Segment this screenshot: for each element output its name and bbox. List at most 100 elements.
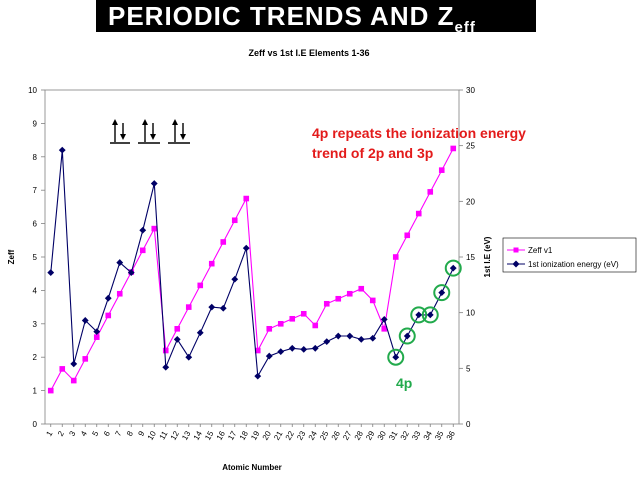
- ionization-energy-point: [70, 360, 78, 368]
- ionization-energy-point: [277, 348, 285, 356]
- x-tick-label: 18: [238, 429, 251, 442]
- x-tick-label: 9: [136, 429, 146, 438]
- legend: Zeff v1 1st ionization energy (eV): [502, 237, 637, 273]
- zeff-point: [266, 326, 273, 332]
- highlight-circle: [433, 284, 451, 302]
- y-left-tick-label: 7: [33, 186, 38, 195]
- ionization-energy-point: [449, 264, 457, 272]
- ionization-energy-point: [311, 344, 319, 352]
- ionization-energy-point: [357, 335, 365, 343]
- x-tick-label: 30: [376, 429, 389, 442]
- highlight-circle: [444, 259, 462, 277]
- zeff-point: [197, 282, 204, 289]
- x-tick-label: 29: [364, 429, 377, 442]
- y-left-tick-label: 8: [33, 153, 38, 162]
- up-down-arrows-icon: [138, 119, 160, 144]
- x-tick-label: 11: [158, 429, 170, 441]
- zeff-point: [335, 295, 342, 302]
- y-right-tick-label: 0: [466, 420, 471, 429]
- x-tick-label: 32: [399, 429, 412, 442]
- zeff-point: [369, 297, 376, 304]
- zeff-point: [381, 326, 388, 332]
- x-tick-label: 2: [56, 429, 66, 438]
- x-tick-label: 12: [169, 429, 182, 442]
- legend-ie-label: 1st ionization energy (eV): [528, 260, 619, 269]
- x-tick-label: 36: [445, 429, 458, 442]
- zeff-point: [162, 347, 169, 354]
- y-left-tick-label: 10: [28, 86, 37, 95]
- ionization-energy-point: [380, 315, 388, 323]
- x-tick-label: 3: [67, 429, 77, 438]
- zeff-point: [208, 260, 215, 267]
- y-left-tick-label: 6: [33, 220, 38, 229]
- y-left-tick-label: 5: [33, 253, 38, 262]
- y-right-tick-label: 10: [466, 309, 475, 318]
- ionization-energy-point: [323, 338, 331, 346]
- y-right-tick-label: 20: [466, 197, 475, 206]
- ionization-energy-point: [116, 259, 124, 266]
- x-tick-label: 14: [192, 429, 205, 442]
- series-line-ionization-energy: [50, 150, 454, 378]
- zeff-point: [70, 377, 77, 384]
- legend-zeff-label: Zeff v1: [528, 246, 553, 255]
- zeff-point: [254, 347, 261, 354]
- ionization-energy-point: [288, 344, 296, 352]
- zeff-point: [427, 189, 434, 195]
- highlight-circle: [421, 306, 439, 324]
- x-tick-label: 21: [272, 429, 285, 442]
- zeff-point: [93, 334, 100, 340]
- slide-title-banner: PERIODIC TRENDS AND Zeff: [96, 0, 536, 36]
- x-tick-label: 13: [180, 429, 193, 442]
- x-tick-label: 31: [387, 429, 400, 442]
- x-tick-label: 4: [79, 429, 89, 438]
- zeff-point: [185, 304, 192, 310]
- zeff-point: [346, 290, 353, 297]
- legend-box: [502, 237, 637, 273]
- ionization-energy-point: [208, 303, 216, 311]
- zeff-point: [323, 300, 330, 307]
- ionization-energy-point: [300, 346, 308, 353]
- y-axis-right-label: 1st I.E (eV): [483, 236, 492, 277]
- x-tick-label: 24: [307, 429, 320, 442]
- zeff-point: [358, 285, 365, 292]
- x-tick-label: 19: [249, 429, 262, 442]
- zeff-point: [116, 290, 123, 297]
- annotation-line-1: 4p repeats the ionization energy: [312, 125, 526, 141]
- zeff-point: [289, 315, 296, 322]
- ionization-energy-point: [150, 180, 158, 187]
- y-right-tick-label: 15: [466, 253, 475, 262]
- x-tick-label: 20: [261, 429, 274, 442]
- slide-title-main: PERIODIC TRENDS AND Z: [108, 1, 455, 31]
- highlight-circle: [398, 327, 416, 345]
- y-left-tick-label: 3: [33, 320, 38, 329]
- x-tick-label: 34: [422, 429, 435, 442]
- label-4p: 4p: [396, 375, 412, 391]
- chart-title: Zeff vs 1st I.E Elements 1-36: [248, 48, 369, 58]
- x-tick-label: 23: [295, 429, 308, 442]
- highlight-circle: [410, 306, 428, 324]
- zeff-point: [151, 225, 158, 232]
- up-down-arrows-icon: [168, 119, 190, 144]
- ionization-energy-point: [104, 294, 112, 302]
- zeff-point: [174, 326, 181, 332]
- x-tick-label: 17: [226, 429, 239, 442]
- ionization-energy-point: [231, 275, 239, 283]
- x-tick-label: 8: [125, 429, 135, 438]
- ionization-energy-point: [127, 269, 135, 276]
- ionization-energy-point: [392, 353, 400, 361]
- zeff-point: [277, 321, 284, 327]
- zeff-point: [105, 312, 112, 319]
- ionization-energy-point: [415, 311, 423, 319]
- zeff-point: [415, 210, 422, 217]
- ionization-energy-point: [58, 146, 66, 154]
- ionization-energy-point: [185, 353, 193, 361]
- zeff-point: [392, 254, 399, 260]
- ionization-energy-point: [162, 363, 170, 371]
- x-tick-label: 33: [410, 429, 423, 442]
- x-tick-label: 15: [203, 429, 216, 442]
- y-right-tick-label: 30: [466, 86, 475, 95]
- x-tick-label: 7: [113, 429, 123, 438]
- highlight-circle: [387, 348, 405, 366]
- up-down-arrows-icon: [110, 119, 130, 144]
